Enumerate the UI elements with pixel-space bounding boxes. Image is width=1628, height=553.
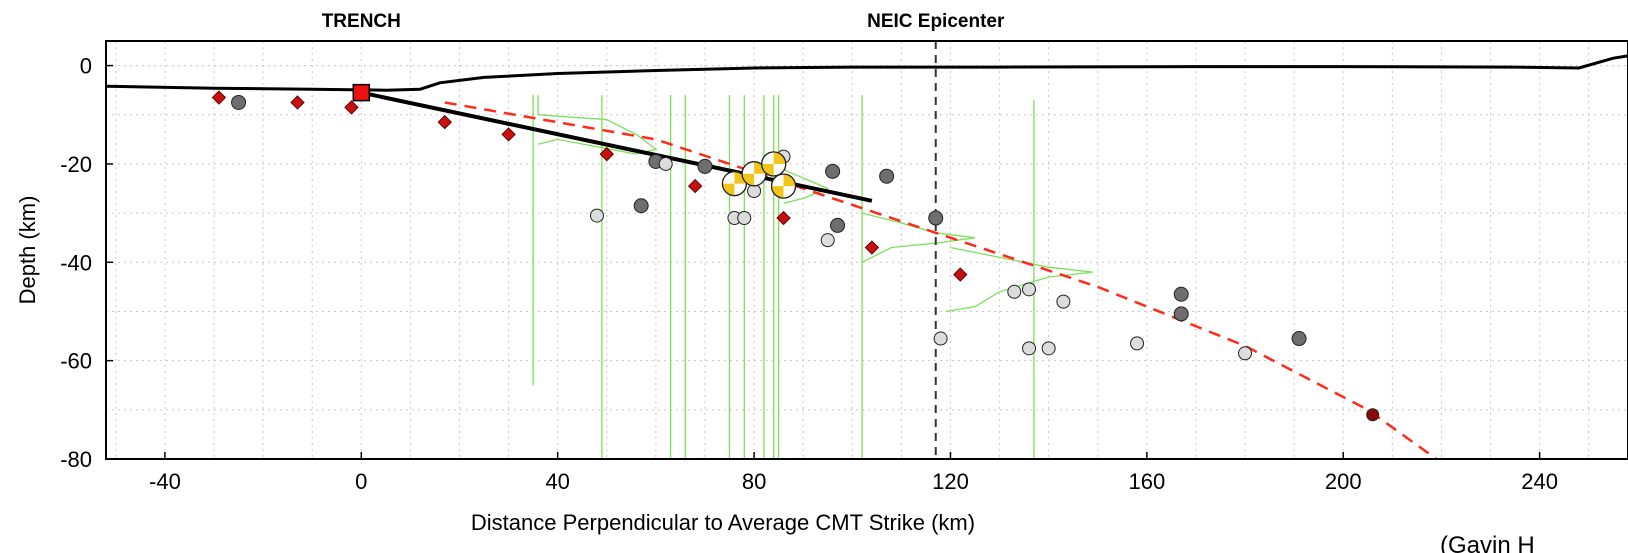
y-tick-label: -80 (60, 447, 92, 472)
red-diamond-marker (501, 127, 516, 142)
y-axis-title: Depth (km) (15, 196, 40, 305)
x-tick-label: 120 (932, 469, 969, 494)
light-gray-circle-marker (1130, 336, 1145, 351)
beachball-quadrant (742, 173, 755, 186)
dark-gray-circle-marker (633, 198, 649, 214)
focal-mechanism-beachball (761, 151, 787, 177)
y-tick-label: 0 (80, 54, 92, 79)
plot-frame (105, 40, 1628, 460)
grid (106, 41, 1628, 460)
x-tick-label: 200 (1325, 469, 1362, 494)
red-diamond-marker (437, 114, 452, 130)
light-gray-circle-marker (1022, 341, 1037, 356)
dark-gray-circle-marker (1173, 286, 1189, 302)
light-gray-circle-marker (1238, 346, 1253, 361)
x-axis-title: Distance Perpendicular to Average CMT St… (471, 510, 975, 535)
dark-gray-circle-marker (231, 94, 247, 110)
dark-gray-circle-marker (1291, 331, 1307, 347)
beachball-outline (761, 151, 787, 177)
light-gray-circle-marker (737, 211, 752, 226)
dark-gray-circle-marker (879, 168, 895, 184)
light-gray-circle-marker (933, 331, 948, 346)
trench-marker (352, 83, 371, 102)
red-diamond-marker (864, 240, 880, 255)
dark-gray-circle-marker (825, 163, 841, 179)
focal-mechanism-beachball (741, 161, 767, 187)
y-tick-label: -40 (60, 250, 92, 275)
light-gray-circle-marker (1041, 341, 1056, 356)
x-tick-label: 240 (1521, 469, 1558, 494)
x-tick-label: 40 (545, 469, 569, 494)
red-diamond-marker (211, 90, 227, 105)
x-tick-label: 160 (1128, 469, 1165, 494)
red-diamond-marker (344, 100, 359, 115)
light-gray-circle-marker (1022, 282, 1037, 297)
light-gray-circle-marker (589, 208, 604, 223)
light-gray-circle-marker (658, 156, 673, 171)
light-gray-circle-marker (1056, 294, 1071, 309)
red-diamond-marker (599, 146, 614, 162)
focal-mechanism-beachball (770, 173, 797, 199)
profile-line (537, 95, 658, 155)
beachball-quadrant (722, 183, 735, 196)
light-gray-circle-marker (820, 233, 835, 248)
profile-line (768, 163, 830, 204)
dark-gray-circle-marker (1173, 306, 1189, 322)
red-diamond-marker (776, 210, 791, 226)
light-gray-circle-marker (1007, 284, 1022, 299)
y-tick-label: -60 (60, 349, 92, 374)
axis-ticks (106, 64, 1541, 460)
dark-gray-circle-marker (830, 217, 846, 233)
beachball-quadrant (773, 151, 786, 164)
top-label: TRENCH (322, 11, 401, 32)
top-label: NEIC Epicenter (867, 11, 1005, 32)
beachball-quadrant (783, 174, 796, 187)
beachball-quadrant (761, 163, 774, 176)
profile-line (945, 246, 1093, 313)
beachball-quadrant (771, 186, 784, 199)
beachball-quadrant (734, 171, 747, 184)
dark-red-circle-marker (1366, 408, 1380, 422)
dark-gray-circle-marker (697, 158, 713, 174)
x-tick-label: -40 (149, 469, 181, 494)
light-gray-circle-marker (747, 183, 762, 198)
beachball-outline (770, 173, 797, 199)
x-tick-label: 80 (742, 469, 766, 494)
axis-labels: -40 0 40 80 120 160 200 240 0 -20 -40 -60 -80 TRENCH N… (60, 11, 1558, 494)
red-diamond-marker (687, 178, 703, 194)
slab-dashed-line (444, 101, 1438, 461)
x-tick-label: 0 (355, 469, 367, 494)
red-diamond-marker (953, 267, 968, 282)
topography-line (105, 54, 1628, 92)
y-tick-label: -20 (60, 152, 92, 177)
dark-gray-circle-marker (928, 210, 944, 226)
credit-text: (Gavin H (1440, 532, 1535, 553)
beachball-quadrant (754, 161, 767, 174)
profile-line (861, 212, 976, 263)
cross-section-profiles (532, 95, 1093, 459)
red-diamond-marker (290, 95, 305, 110)
earthquake-markers (211, 83, 1380, 422)
model-lines (105, 41, 1628, 461)
